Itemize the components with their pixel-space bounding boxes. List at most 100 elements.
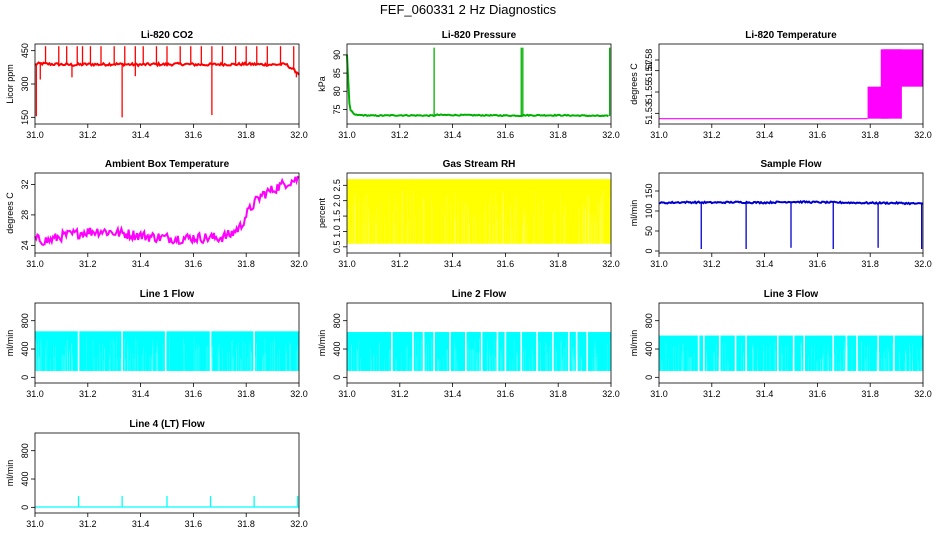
panel-pressure: Li-820 Pressure 31.0 31.2 31.4 31.6 31.8 32.0 7…	[317, 30, 620, 140]
x-tick-label: 32.0	[914, 259, 932, 269]
x-tick-label: 32.0	[602, 259, 620, 269]
y-tick-label: 400	[20, 472, 30, 487]
x-tick-label: 31.8	[549, 259, 567, 269]
data-series-line	[34, 175, 300, 246]
x-tick-label: 32.0	[914, 389, 932, 399]
y-tick-label: 51.55	[644, 81, 654, 104]
y-tick-label: 1.0	[332, 225, 342, 238]
panel-title: Ambient Box Temperature	[105, 159, 230, 170]
panel-title: Li-820 Temperature	[745, 30, 837, 41]
y-tick-label: 800	[20, 313, 30, 328]
x-tick-label: 31.2	[391, 259, 409, 269]
y-axis-label: ml/min	[317, 330, 327, 357]
panel-title: Line 4 (LT) Flow	[129, 419, 205, 430]
panel-licor_temp: Li-820 Temperature 31.0 31.2 31.4 31.6 31.8 32…	[629, 30, 932, 140]
panel-title: Gas Stream RH	[443, 159, 516, 170]
y-tick-label: 400	[20, 342, 30, 357]
x-tick-label: 31.4	[132, 130, 150, 140]
panel-line3: Line 3 Flow 31.0 31.2 31.4 31.6 31.8 32.0 0 400 8…	[629, 289, 932, 399]
panel-co2: Li-820 CO2 31.0 31.2 31.4 31.6 31.8 32.0 150 300…	[5, 30, 308, 140]
x-tick-label: 31.8	[861, 389, 879, 399]
plot-frame	[658, 172, 924, 254]
plot-frame	[346, 302, 612, 384]
x-tick-label: 31.6	[185, 130, 203, 140]
plot-frame	[346, 172, 612, 254]
x-tick-label: 31.6	[809, 389, 827, 399]
y-axis-label: ml/min	[629, 200, 639, 227]
x-tick-label: 31.8	[237, 130, 255, 140]
x-tick-label: 31.6	[809, 259, 827, 269]
x-tick-label: 32.0	[290, 259, 308, 269]
panel-box_temp: Ambient Box Temperature 31.0 31.2 31.4 31.6 3…	[5, 159, 308, 269]
y-tick-label: 800	[332, 313, 342, 328]
x-tick-label: 31.2	[391, 130, 409, 140]
x-tick-label: 31.4	[132, 389, 150, 399]
y-tick-label: 51.53	[644, 102, 654, 125]
x-tick-label: 31.0	[26, 130, 44, 140]
x-tick-label: 31.6	[185, 519, 203, 529]
x-tick-label: 31.2	[391, 389, 409, 399]
y-tick-label: 150	[20, 110, 30, 125]
y-tick-label: 51.58	[644, 49, 654, 72]
data-fill-region	[880, 49, 902, 119]
panel-line2: Line 2 Flow 31.0 31.2 31.4 31.6 31.8 32.0 0 400 8…	[317, 289, 620, 399]
panel-title: Li-820 Pressure	[442, 30, 517, 41]
x-tick-label: 31.6	[497, 389, 515, 399]
x-tick-label: 31.8	[237, 519, 255, 529]
x-tick-label: 31.4	[444, 259, 462, 269]
y-tick-label: 24	[20, 240, 30, 250]
data-series-line	[346, 54, 610, 118]
x-tick-label: 31.8	[237, 389, 255, 399]
x-tick-label: 31.4	[756, 130, 774, 140]
plot-frame	[34, 172, 300, 254]
x-tick-label: 31.4	[756, 259, 774, 269]
x-tick-label: 31.8	[237, 259, 255, 269]
plot-frame	[34, 432, 300, 514]
y-tick-label: 50	[644, 226, 654, 236]
x-tick-label: 32.0	[290, 519, 308, 529]
panel-title: Line 1 Flow	[140, 289, 195, 300]
panel-line4: Line 4 (LT) Flow 31.0 31.2 31.4 31.6 31.8 32.0…	[5, 419, 308, 529]
y-tick-label: 0	[644, 375, 654, 380]
y-tick-label: 90	[332, 50, 342, 60]
panel-sample_flow: Sample Flow 31.0 31.2 31.4 31.6 31.8 32.0 0 50 10…	[629, 159, 932, 269]
y-axis-label: ml/min	[5, 330, 15, 357]
y-tick-label: 2.0	[332, 194, 342, 207]
x-tick-label: 31.4	[444, 130, 462, 140]
x-tick-label: 31.0	[650, 389, 668, 399]
x-tick-label: 31.6	[185, 259, 203, 269]
y-axis-label: degrees C	[5, 192, 15, 234]
x-tick-label: 31.0	[26, 389, 44, 399]
x-tick-label: 31.6	[809, 130, 827, 140]
x-tick-label: 31.6	[185, 389, 203, 399]
data-fill-region	[659, 335, 923, 371]
y-tick-label: 800	[644, 313, 654, 328]
y-tick-label: 150	[644, 183, 654, 198]
x-tick-label: 31.4	[756, 389, 774, 399]
data-fill-region	[347, 332, 611, 371]
x-tick-label: 32.0	[602, 130, 620, 140]
panel-line1: Line 1 Flow 31.0 31.2 31.4 31.6 31.8 32.0 0 400 8…	[5, 289, 308, 399]
x-tick-label: 31.2	[79, 130, 97, 140]
y-tick-label: 0	[644, 248, 654, 253]
x-tick-label: 32.0	[290, 389, 308, 399]
x-tick-label: 31.0	[338, 389, 356, 399]
y-tick-label: 300	[20, 76, 30, 91]
data-fill-region	[35, 331, 299, 371]
x-tick-label: 31.0	[650, 130, 668, 140]
x-tick-label: 31.4	[132, 259, 150, 269]
y-axis-label: kPa	[317, 76, 327, 92]
y-tick-label: 800	[20, 443, 30, 458]
y-tick-label: 0	[20, 375, 30, 380]
x-tick-label: 31.2	[703, 130, 721, 140]
x-tick-label: 32.0	[290, 130, 308, 140]
x-tick-label: 31.0	[650, 259, 668, 269]
plot-frame	[34, 302, 300, 384]
x-tick-label: 31.2	[703, 389, 721, 399]
panel-title: Li-820 CO2	[141, 30, 194, 41]
x-tick-label: 31.6	[497, 259, 515, 269]
y-tick-label: 85	[332, 68, 342, 78]
y-tick-label: 28	[20, 210, 30, 220]
panels-container: Li-820 CO2 31.0 31.2 31.4 31.6 31.8 32.0 150 300…	[5, 30, 932, 529]
x-tick-label: 31.8	[861, 259, 879, 269]
